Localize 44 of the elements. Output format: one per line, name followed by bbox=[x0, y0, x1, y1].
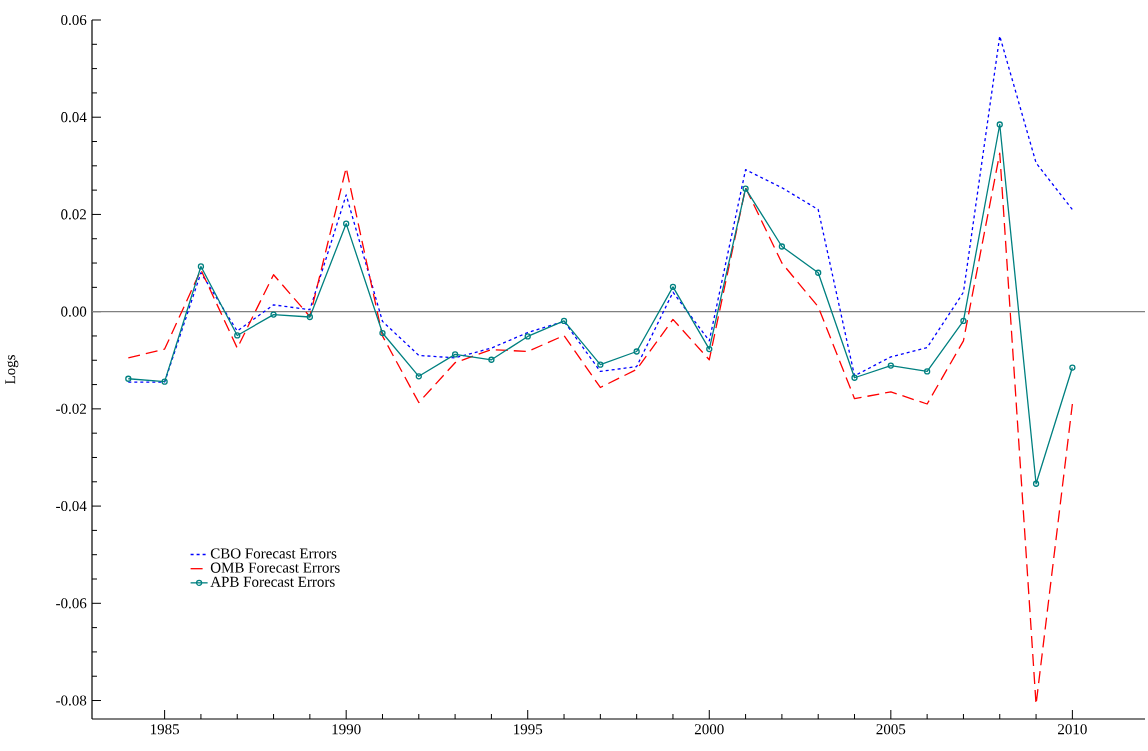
point bbox=[451, 351, 459, 358]
point bbox=[524, 333, 531, 340]
y-tick-label: -0.02 bbox=[56, 403, 86, 414]
y-tick-label: -0.04 bbox=[56, 501, 87, 512]
point bbox=[887, 362, 894, 369]
point bbox=[851, 374, 858, 381]
y-tick-label: -0.06 bbox=[56, 598, 87, 609]
point bbox=[560, 317, 568, 325]
y-tick-label: 0.06 bbox=[61, 14, 87, 26]
point bbox=[633, 348, 640, 355]
point bbox=[669, 283, 677, 291]
x-tick-label: 1990 bbox=[332, 724, 361, 735]
x-tick-label: 2000 bbox=[694, 724, 724, 735]
point bbox=[161, 378, 168, 385]
point bbox=[960, 317, 967, 325]
point bbox=[706, 345, 713, 353]
x-tick-label: 2010 bbox=[1058, 724, 1087, 735]
point bbox=[815, 269, 822, 276]
x-tick-label: 1995 bbox=[514, 724, 543, 735]
point bbox=[488, 356, 495, 363]
line-series bbox=[127, 35, 1074, 383]
point bbox=[597, 361, 604, 368]
point bbox=[742, 185, 749, 192]
point bbox=[306, 313, 314, 321]
point bbox=[778, 243, 786, 250]
point bbox=[996, 121, 1003, 128]
x-tick-label: 2005 bbox=[876, 724, 906, 735]
y-tick-label: 0.00 bbox=[61, 306, 87, 317]
legend-label: APB Forecast Errors bbox=[210, 576, 335, 587]
point bbox=[415, 373, 422, 380]
point bbox=[197, 263, 205, 270]
y-axis-title: Logs bbox=[5, 355, 19, 385]
y-tick-label: 0.04 bbox=[61, 112, 87, 123]
legend-label: CBO Forecast Errors bbox=[210, 548, 337, 559]
point bbox=[923, 368, 931, 375]
point bbox=[270, 311, 277, 318]
point bbox=[1032, 480, 1040, 487]
legend-label: OMB Forecast Errors bbox=[210, 562, 340, 573]
point bbox=[343, 220, 350, 227]
y-tick-label: 0.02 bbox=[61, 209, 86, 220]
point bbox=[379, 329, 386, 337]
y-tick-label: -0.08 bbox=[56, 695, 87, 706]
x-tick-label: 1985 bbox=[150, 724, 180, 735]
point bbox=[234, 332, 241, 339]
